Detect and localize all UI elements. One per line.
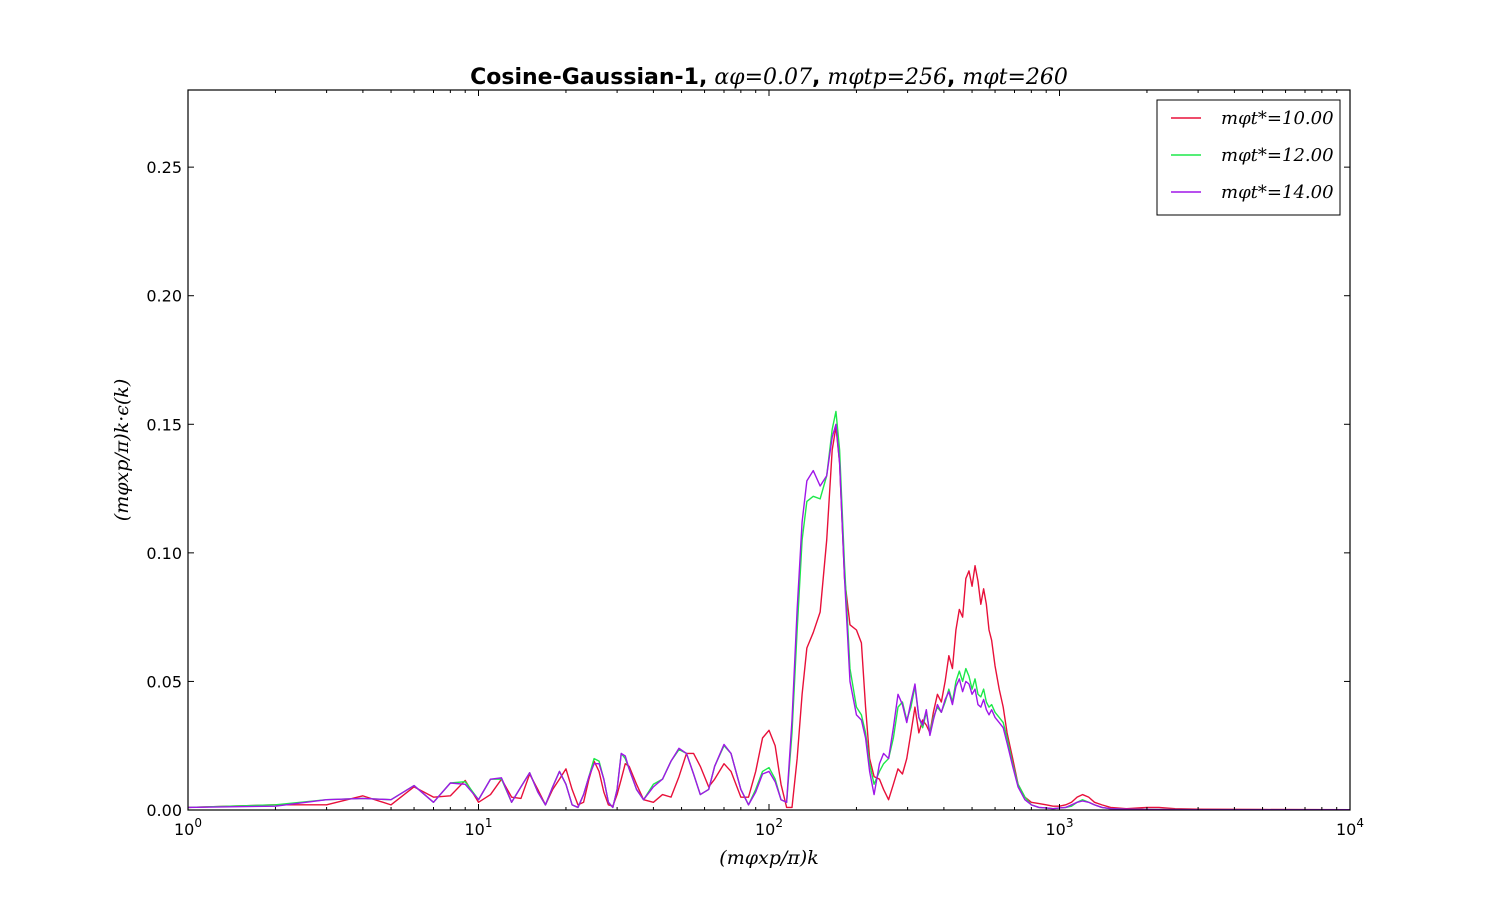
y-tick-label: 0.10 bbox=[146, 544, 182, 563]
y-axis-ticks: 0.00 0.05 0.10 0.15 0.20 0.25 bbox=[146, 158, 1350, 820]
legend: mφt*=10.00 mφt*=12.00 mφt*=14.00 bbox=[1156, 99, 1341, 216]
y-tick-label: 0.15 bbox=[146, 415, 182, 434]
chart-title-param-tp: mφtp=256 bbox=[827, 65, 947, 90]
x-tick-label: 101 bbox=[465, 816, 493, 839]
legend-label-2: mφt*=12.00 bbox=[1221, 145, 1334, 166]
chart-title-param-t: mφt=260 bbox=[962, 65, 1068, 90]
series-line-1 bbox=[187, 426, 1351, 811]
x-tick-label: 102 bbox=[755, 816, 783, 839]
x-axis-ticks: 100 101 102 103 104 bbox=[174, 90, 1364, 839]
legend-label-1: mφt*=10.00 bbox=[1221, 108, 1334, 129]
x-tick-label: 103 bbox=[1046, 816, 1074, 839]
x-axis-label: (mφxp/π)k bbox=[719, 847, 818, 869]
y-tick-label: 0.00 bbox=[146, 801, 182, 820]
chart-title-prefix: Cosine-Gaussian-1, bbox=[470, 65, 707, 90]
plot-lines bbox=[187, 410, 1351, 811]
x-tick-label: 104 bbox=[1336, 816, 1364, 839]
x-tick-label: 100 bbox=[174, 816, 202, 839]
y-axis-label: (mφxp/π)k·ϵ(k) bbox=[111, 379, 133, 521]
y-tick-label: 0.25 bbox=[146, 158, 182, 177]
chart-title-param-alpha: αφ=0.07 bbox=[714, 65, 812, 90]
y-tick-label: 0.20 bbox=[146, 287, 182, 306]
chart-title: Cosine-Gaussian-1, αφ=0.07, mφtp=256, mφ… bbox=[470, 65, 1068, 90]
series-line-2 bbox=[187, 410, 1350, 811]
legend-box bbox=[1156, 99, 1341, 216]
series-line-3 bbox=[187, 423, 1350, 811]
chart-title-sep-1: , bbox=[812, 65, 820, 90]
chart-title-sep-2: , bbox=[947, 65, 955, 90]
y-tick-label: 0.05 bbox=[146, 672, 182, 691]
legend-label-3: mφt*=14.00 bbox=[1221, 182, 1334, 203]
